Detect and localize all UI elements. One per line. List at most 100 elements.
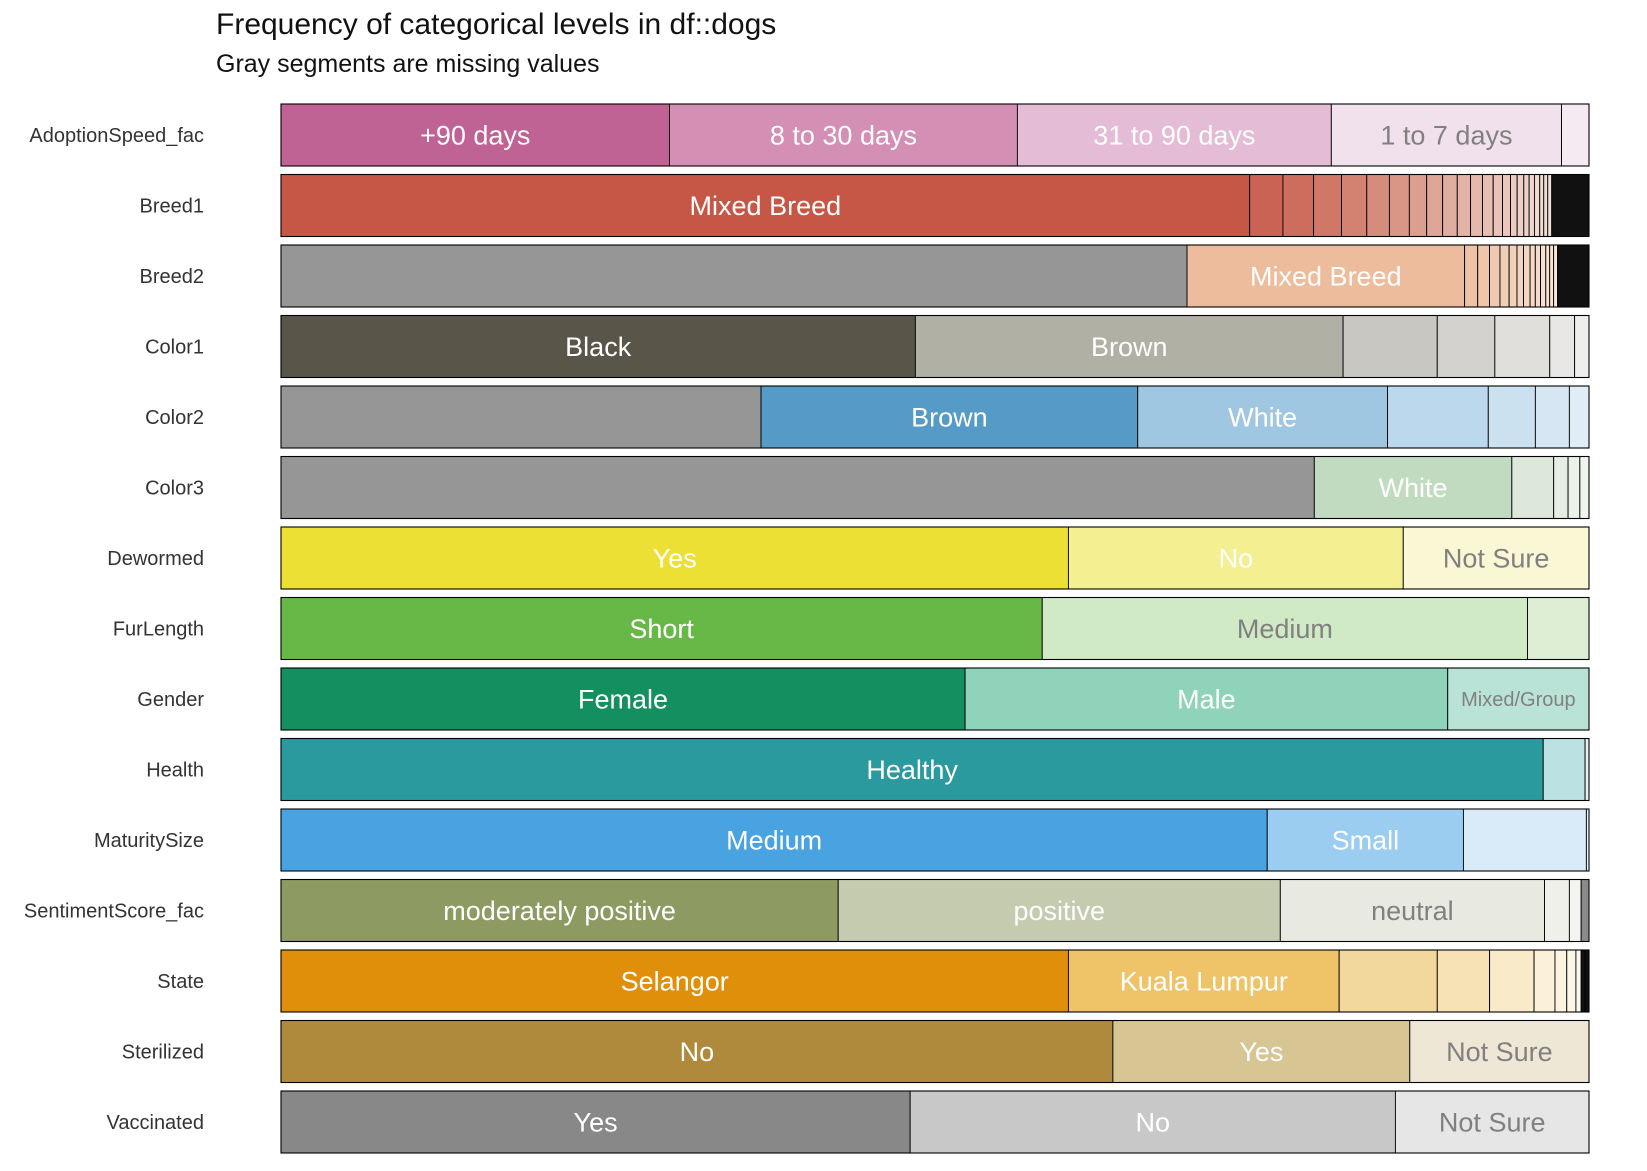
- bar-segment: [1510, 174, 1518, 237]
- bar-row: Color3 White: [145, 455, 1590, 520]
- row-label: Health: [146, 760, 204, 782]
- bar-segment: [1494, 315, 1551, 378]
- bar-segment: [1341, 174, 1368, 237]
- bar-segment: [280, 526, 1069, 590]
- bar-segment: [280, 949, 1069, 1013]
- bar-row: Color2 Brown White: [145, 385, 1590, 449]
- bar-segment: [1579, 456, 1590, 519]
- row-label: FurLength: [113, 619, 204, 641]
- bar-segment: [1575, 949, 1582, 1013]
- segment-label: Mixed/Group: [1461, 689, 1576, 711]
- bar-segment: [1266, 808, 1464, 872]
- bar-segment: [280, 1020, 1114, 1083]
- bar-segment: [1533, 174, 1541, 237]
- segment-label: moderately positive: [443, 896, 676, 926]
- bar-row: Color1 Black Brown: [145, 314, 1590, 379]
- segment-label: No: [680, 1037, 715, 1067]
- bar-row: SentimentScore_fac moderately positive pos…: [24, 878, 1590, 943]
- row-label: MaturitySize: [94, 830, 204, 852]
- bar-segment: [1388, 174, 1410, 237]
- bar-segment: [1487, 385, 1536, 449]
- bar-segment: [1282, 174, 1315, 237]
- bar-segment: [1553, 244, 1559, 308]
- bar-segment: [1442, 174, 1458, 237]
- row-label: Color3: [145, 478, 204, 500]
- bar-row: MaturitySize Medium Small: [94, 808, 1590, 872]
- bar-segment: [1547, 174, 1553, 237]
- bar-segment: [1456, 174, 1472, 237]
- row-label: Sterilized: [122, 1042, 204, 1064]
- bar-frame: [280, 878, 1590, 943]
- bar-segment: [1342, 315, 1438, 378]
- bar-segment: [1549, 244, 1555, 308]
- segment-label: Not Sure: [1443, 544, 1550, 574]
- segment-label: White: [1379, 473, 1448, 503]
- chart-title: Frequency of categorical levels in df::d…: [216, 8, 777, 41]
- bar-segment: [1561, 103, 1590, 167]
- bar-segment: [1529, 244, 1536, 308]
- row-label: SentimentScore_fac: [24, 901, 204, 923]
- bar-segment: [1534, 385, 1570, 449]
- bar-segment: [1580, 879, 1590, 942]
- segment-label: 31 to 90 days: [1093, 121, 1255, 151]
- row-label: Gender: [137, 689, 204, 711]
- segment-label: Small: [1332, 826, 1400, 856]
- bar-segment: [1574, 315, 1590, 378]
- bar-segment: [280, 456, 1315, 519]
- bar-frame: [280, 244, 1590, 308]
- bar-segment: [1553, 456, 1569, 519]
- bar-row: Dewormed Yes No Not Sure: [107, 526, 1590, 590]
- bar-segment: [1489, 949, 1535, 1013]
- bar-segment: [1366, 174, 1390, 237]
- bar-segment: [1186, 244, 1466, 308]
- row-label: Color1: [145, 337, 204, 359]
- bar-segment: [280, 1090, 911, 1154]
- bar-row: Vaccinated Yes No Not Sure: [107, 1090, 1590, 1154]
- bar-segment: [1502, 174, 1511, 237]
- segment-label: No: [1136, 1108, 1171, 1138]
- segment-label: Short: [629, 614, 694, 644]
- bar-segment: [1527, 597, 1590, 660]
- segment-label: Mixed Breed: [690, 191, 842, 221]
- bar-segment: [280, 879, 839, 942]
- chart-subtitle: Gray segments are missing values: [216, 50, 600, 78]
- bar-segment: [1137, 385, 1389, 449]
- bar-segment: [1249, 174, 1284, 237]
- bar-segment: [1584, 738, 1590, 801]
- bar-segment: [1511, 456, 1555, 519]
- segment-label: Yes: [574, 1108, 618, 1138]
- row-label: Breed1: [140, 196, 205, 218]
- bar-row: Sterilized No Yes Not Sure: [122, 1019, 1590, 1084]
- segment-label: Male: [1177, 685, 1236, 715]
- bar-segment: [1545, 244, 1551, 308]
- segment-label: +90 days: [420, 121, 530, 151]
- row-label: Color2: [145, 407, 204, 429]
- bar-frame: [280, 949, 1590, 1013]
- bar-segment: [280, 667, 966, 731]
- bar-segment: [1470, 174, 1484, 237]
- segment-label: Not Sure: [1446, 1037, 1553, 1067]
- bar-segment: [1568, 879, 1582, 942]
- bar-segment: [1516, 174, 1525, 237]
- bar-frame: [280, 667, 1590, 731]
- segment-label: Selangor: [621, 967, 729, 997]
- bar-row: Gender Female Male Mixed/Group: [137, 667, 1590, 731]
- row-label: Vaccinated: [107, 1112, 204, 1134]
- bar-segment: [914, 315, 1344, 378]
- bar-segment: [1549, 315, 1576, 378]
- bar-segment: [1528, 174, 1535, 237]
- bar-segment: [1313, 174, 1342, 237]
- bar-segment: [1279, 879, 1545, 942]
- bar-segment: [1557, 244, 1590, 308]
- segment-label: positive: [1013, 896, 1105, 926]
- bar-segment: [1387, 385, 1489, 449]
- segment-label: Kuala Lumpur: [1120, 967, 1288, 997]
- bar-segment: [1566, 949, 1577, 1013]
- bar-segment: [1436, 315, 1496, 378]
- bar-segment: [1482, 174, 1494, 237]
- segment-label: Medium: [1237, 614, 1333, 644]
- bar-segment: [1543, 174, 1549, 237]
- bar-segment: [1568, 385, 1590, 449]
- bar-segment: [1523, 244, 1531, 308]
